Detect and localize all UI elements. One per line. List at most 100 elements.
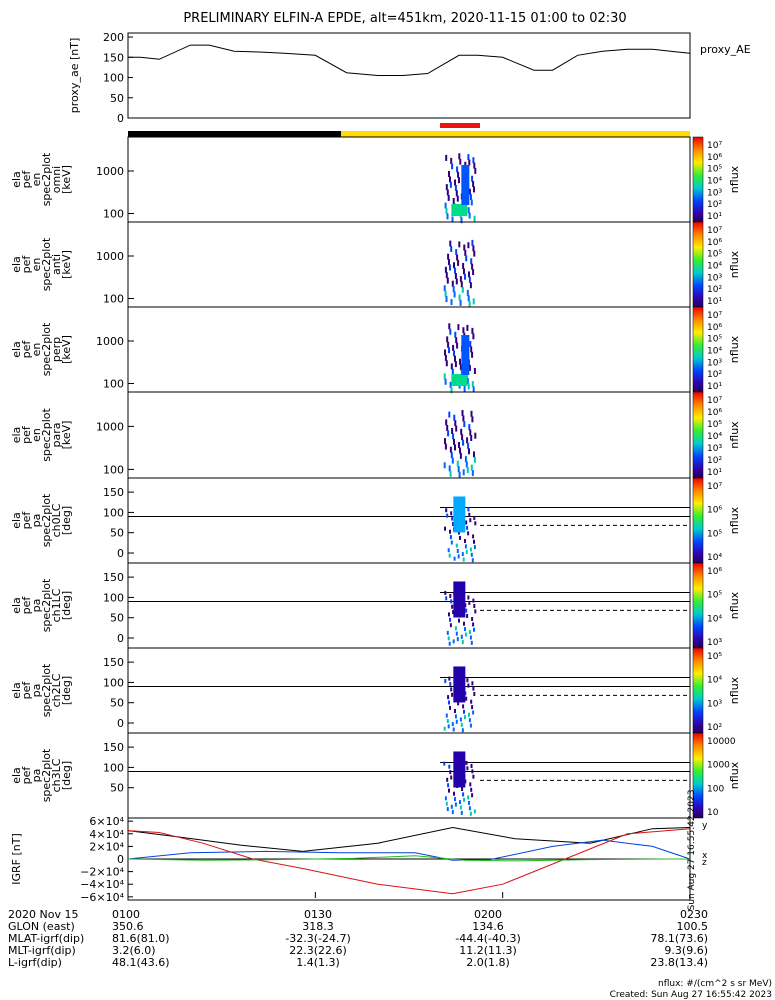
spec-cell: [444, 354, 447, 361]
colorbar-tick-label: 10³: [707, 638, 722, 648]
spec-cell: [454, 626, 457, 631]
spec-cell: [449, 381, 452, 388]
colorbar-tick-label: 10⁶: [707, 408, 722, 418]
spec-cell: [444, 796, 447, 801]
colorbar-tick-label: 1000: [707, 761, 730, 771]
spec-cell: [469, 547, 472, 552]
igrf-ytick-label: −6×10⁴: [80, 891, 124, 904]
spec-cell: [443, 462, 446, 469]
spec-ylabel-line: [keV]: [60, 250, 73, 279]
spec-cell: [452, 286, 455, 293]
spec-cell: [454, 184, 457, 191]
colorbar-tick-label: 10¹: [707, 382, 722, 392]
xaxis-value: 9.3(9.6): [664, 944, 708, 957]
spec-cell: [465, 549, 468, 554]
spec-cell: [451, 163, 454, 170]
spec-cell: [462, 557, 465, 562]
spec-ylabel-line: [deg]: [60, 591, 73, 620]
spec-cell: [445, 360, 448, 367]
igrf-ytick-label: 2×10⁴: [89, 840, 124, 853]
spec-cell: [471, 793, 474, 798]
spec-ytick-label: 50: [110, 697, 124, 710]
ae-panel-frame: [127, 32, 691, 119]
spec-cell: [466, 289, 469, 296]
spec-cell: [458, 471, 461, 478]
spec-cell: [470, 464, 473, 471]
spec-cell: [457, 701, 460, 706]
spec-cell: [449, 264, 451, 271]
spec-cell: [461, 410, 464, 416]
spec-cell: [461, 165, 470, 205]
spec-cell: [458, 442, 460, 448]
spec-cell: [457, 171, 460, 178]
spec-ytick-label: 100: [103, 591, 124, 604]
spec-cell: [449, 529, 451, 534]
spec-ylabel-line: ela: [10, 171, 23, 188]
spec-cell: [460, 217, 463, 224]
spec-cell: [454, 714, 457, 719]
colorbar-tick-label: 10000: [707, 737, 736, 747]
spec-cell: [468, 188, 471, 195]
spec-cell: [446, 189, 449, 196]
spec-ylabel-line: para: [50, 423, 63, 448]
spec-cell: [446, 630, 449, 635]
spec-ytick-label: 0: [117, 547, 124, 560]
xaxis-value: 23.8(13.4): [650, 956, 708, 969]
spec-cell: [466, 614, 469, 618]
spec-ytick-label: 0: [117, 632, 124, 645]
spec-cell: [460, 281, 463, 288]
spec-cell: [471, 617, 474, 621]
spec-cell: [470, 346, 473, 353]
spec-cell: [454, 802, 457, 807]
spec-cell: [467, 507, 470, 512]
spec-cell: [462, 792, 465, 797]
colorbar-label: nflux: [728, 165, 741, 193]
spec-cell: [450, 299, 453, 306]
spec-cell: [472, 598, 475, 603]
spec-ytick-label: 1000: [96, 250, 124, 263]
igrf-ytick-label: −2×10⁴: [80, 866, 124, 879]
colorbar-tick-label: 10⁶: [707, 153, 722, 163]
spec-cell: [467, 795, 470, 800]
spec-cell: [446, 719, 449, 723]
spec-cell: [468, 212, 471, 219]
spec-cell: [453, 291, 456, 298]
colorbar-tick-label: 10⁷: [707, 311, 722, 321]
spec-cell: [471, 681, 474, 686]
colorbar-tick-label: 10³: [707, 273, 722, 283]
spec-ytick-label: 50: [110, 527, 124, 540]
spec-cell: [471, 327, 474, 334]
spec-cell: [445, 296, 448, 303]
spec-cell: [473, 215, 476, 222]
ae-ytick-label: 0: [117, 112, 124, 125]
spec-cell: [470, 764, 473, 768]
colorbar: [692, 562, 704, 649]
spec-ytick-label: 100: [103, 761, 124, 774]
spec-cell: [463, 797, 465, 802]
spec-ylabel-line: [deg]: [60, 676, 73, 705]
spec-ylabel-line: spec2plot: [40, 578, 53, 632]
spec-panel-frame: [127, 221, 691, 308]
spec-cell: [446, 777, 449, 782]
spec-cell: [452, 639, 455, 644]
spec-cell: [455, 631, 458, 636]
spec-cell: [448, 171, 450, 177]
spec-cell: [445, 508, 448, 513]
spec-cell: [454, 179, 456, 186]
spec-cell: [470, 435, 473, 441]
colorbar-tick-label: 10⁴: [707, 262, 722, 272]
spec-ylabel-line: pef: [20, 766, 33, 785]
spec-cell: [451, 368, 454, 375]
spec-cell: [466, 437, 469, 444]
spec-cell: [446, 277, 449, 284]
spec-cell: [448, 788, 450, 793]
spec-cell: [449, 446, 452, 453]
spec-cell: [452, 522, 455, 526]
spec-cell: [458, 241, 461, 248]
spec-cell: [472, 386, 475, 393]
spec-cell: [468, 800, 470, 805]
spec-ylabel-line: pef: [20, 340, 33, 359]
spec-cell: [445, 596, 448, 601]
spec-cell: [462, 469, 465, 476]
